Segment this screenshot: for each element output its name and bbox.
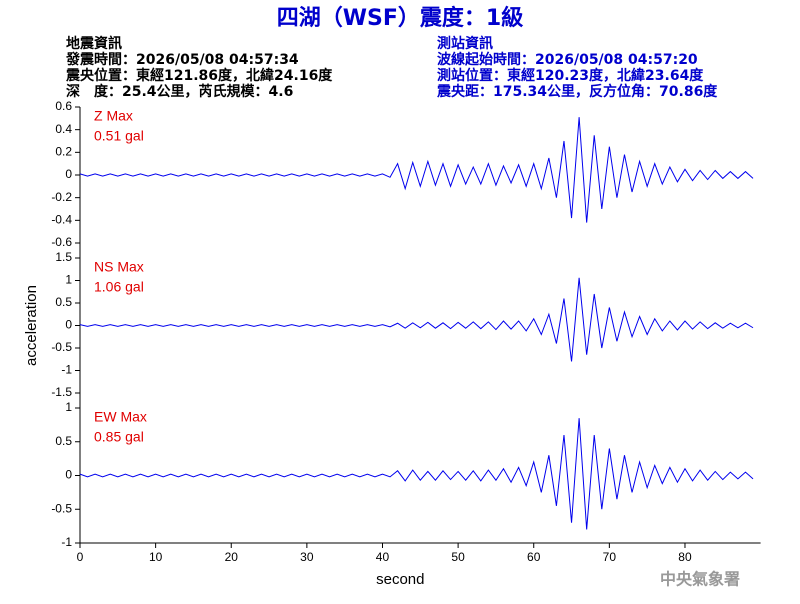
y-tick-label: -1	[61, 363, 72, 377]
y-tick-label: 1	[65, 273, 72, 287]
y-tick-label: -1.5	[51, 385, 72, 399]
x-tick-label: 10	[149, 550, 163, 564]
y-tick-label: -0.4	[51, 213, 72, 227]
info-line: 發震時間：2026/05/08 04:57:34	[65, 51, 299, 68]
annotation: EW Max	[94, 409, 147, 425]
y-tick-label: 0.2	[55, 145, 72, 159]
info-line: 波線起始時間：2026/05/08 04:57:20	[437, 51, 698, 68]
y-tick-label: 0	[65, 318, 72, 332]
annotation: NS Max	[94, 259, 144, 275]
info-line: 震央位置：東經121.86度，北緯24.16度	[65, 67, 333, 84]
x-tick-label: 40	[376, 550, 390, 564]
waveform	[79, 418, 754, 530]
info-line: 震央距：175.34公里，反方位角：70.86度	[436, 83, 718, 100]
y-tick-label: -0.6	[51, 235, 72, 249]
x-tick-label: 30	[300, 550, 314, 564]
waveform	[79, 117, 754, 223]
y-tick-label: 1.5	[55, 250, 72, 264]
x-tick-label: 70	[603, 550, 617, 564]
annotation-value: 0.85 gal	[94, 429, 144, 445]
annotation-value: 1.06 gal	[94, 279, 144, 295]
y-tick-label: 0	[65, 468, 72, 482]
info-line: 測站位置：東經120.23度，北緯23.64度	[437, 67, 704, 84]
y-axis-label: acceleration	[23, 285, 40, 366]
chart-title: 四湖（WSF）震度：1級	[277, 5, 523, 31]
y-tick-label: 0	[65, 167, 72, 181]
y-tick-label: 0.4	[55, 122, 72, 136]
x-tick-label: 50	[451, 550, 465, 564]
info-line: 地震資訊	[66, 35, 122, 52]
annotation-value: 0.51 gal	[94, 128, 144, 144]
waveform	[79, 277, 754, 362]
x-tick-label: 20	[225, 550, 239, 564]
y-tick-label: 1	[65, 400, 72, 414]
y-tick-label: -0.5	[51, 340, 72, 354]
x-tick-label: 80	[678, 550, 692, 564]
quake-info: 地震資訊 發震時間：2026/05/08 04:57:34 震央位置：東經121…	[65, 35, 333, 100]
info-line: 測站資訊	[437, 35, 493, 52]
x-axis-label: second	[376, 571, 424, 588]
station-info: 測站資訊 波線起始時間：2026/05/08 04:57:20 測站位置：東經1…	[436, 35, 718, 100]
x-tick-label: 60	[527, 550, 541, 564]
y-tick-label: 0.5	[55, 295, 72, 309]
y-tick-label: -1	[61, 535, 72, 549]
y-tick-label: 0.5	[55, 434, 72, 448]
info-line: 深 度：25.4公里，芮氏規模：4.6	[66, 83, 293, 100]
x-tick-label: 0	[77, 550, 84, 564]
annotation: Z Max	[94, 108, 133, 124]
footer: 中央氣象署	[660, 570, 740, 589]
y-tick-label: 0.6	[55, 99, 72, 113]
y-tick-label: -0.2	[51, 190, 72, 204]
y-tick-label: -0.5	[51, 501, 72, 515]
